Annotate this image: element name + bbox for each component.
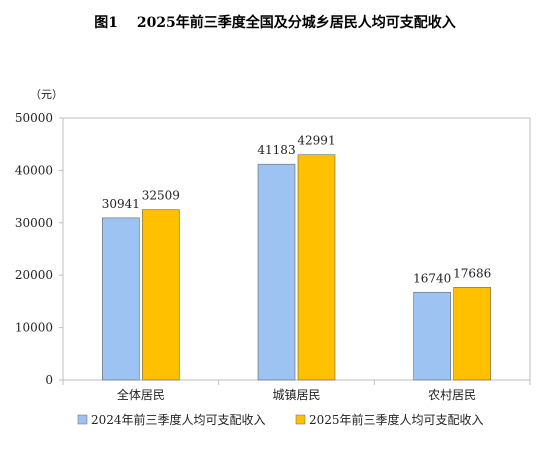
bar: [413, 291, 451, 381]
legend-label: 2024年前三季度人均可支配收入: [91, 412, 266, 427]
bar: [257, 163, 296, 381]
y-tick-label: 10000: [15, 321, 53, 335]
bar: [297, 154, 336, 381]
bar-value-label: 32509: [142, 189, 180, 203]
bar-value-label: 42991: [297, 134, 335, 148]
bar-value-label: 16740: [413, 271, 451, 285]
legend: 2024年前三季度人均可支配收入 2025年前三季度人均可支配收入: [77, 412, 484, 427]
legend-swatch: [77, 414, 88, 425]
figure-label: 图1: [94, 15, 118, 31]
figure-title: 2025年前三季度全国及分城乡居民人均可支配收入: [137, 14, 456, 31]
legend-swatch: [295, 414, 306, 425]
y-tick-label: 0: [45, 373, 53, 387]
bar-value-label: 30941: [102, 197, 140, 211]
bar: [453, 287, 491, 381]
y-axis-unit: （元）: [30, 88, 63, 101]
y-tick-label: 50000: [15, 111, 53, 125]
x-category-label: 农村居民: [428, 388, 476, 402]
chart-title: 图1 2025年前三季度全国及分城乡居民人均可支配收入: [94, 14, 456, 31]
x-category-label: 城镇居民: [272, 388, 320, 402]
bar: [102, 217, 140, 381]
y-tick-label: 20000: [15, 268, 53, 282]
y-tick-label: 40000: [15, 163, 53, 177]
bar-value-label: 17686: [453, 266, 491, 280]
bar-value-label: 41183: [257, 143, 295, 157]
legend-label: 2025年前三季度人均可支配收入: [309, 412, 484, 427]
bar: [142, 209, 180, 381]
y-tick-label: 30000: [15, 216, 53, 230]
x-category-label: 全体居民: [117, 387, 165, 402]
